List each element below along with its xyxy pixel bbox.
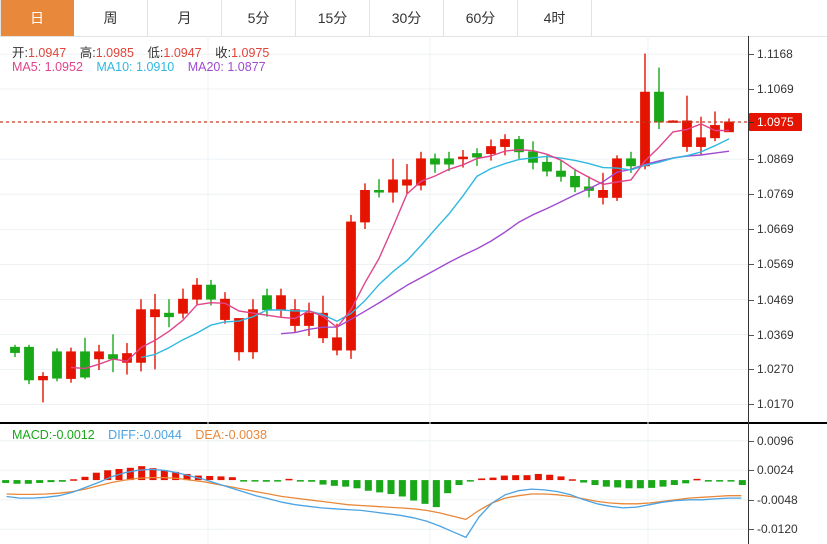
- tab-bar-filler: [592, 0, 827, 36]
- macd-tick-1: 0.0024: [749, 463, 794, 477]
- price-tick-10: 1.0170: [749, 397, 794, 411]
- period-tab-2[interactable]: 月: [148, 0, 222, 36]
- price-tick-1: 1.1069: [749, 82, 794, 96]
- period-tab-7[interactable]: 4时: [518, 0, 592, 36]
- high-value: 1.0985: [95, 46, 134, 60]
- macd-legend: MACD:-0.0012 DIFF:-0.0044 DEA:-0.0038: [12, 428, 277, 442]
- panel-divider: [0, 422, 827, 424]
- ma5-label: MA5:: [12, 60, 42, 74]
- open-label: 开:: [12, 46, 28, 60]
- macd-tick-2: -0.0048: [749, 493, 798, 507]
- current-price-tag: 1.0975: [749, 112, 802, 131]
- price-tick-5: 1.0669: [749, 222, 794, 236]
- period-tab-1[interactable]: 周: [74, 0, 148, 36]
- diff-value: -0.0044: [139, 428, 182, 442]
- price-axis: 1.1168 1.1069 1.0975 1.0869 1.0769 1.0669 1.05…: [748, 36, 827, 422]
- open-value: 1.0947: [27, 46, 67, 60]
- close-value: 1.0975: [231, 46, 270, 60]
- price-tick-0: 1.1168: [749, 47, 793, 61]
- period-tab-5[interactable]: 30分: [370, 0, 444, 36]
- price-tick-8: 1.0369: [749, 328, 794, 342]
- ohlc-legend: 开:1.0947 高:1.0985 低:1.0947 收:1.0975: [12, 42, 279, 61]
- macd-axis: 0.0096 0.0024 -0.0048 -0.0120: [748, 422, 827, 544]
- macd-plot[interactable]: [0, 422, 748, 544]
- macd-label: MACD:: [12, 428, 53, 442]
- period-tab-4[interactable]: 15分: [296, 0, 370, 36]
- high-label: 高:: [79, 46, 96, 60]
- dea-value: -0.0038: [224, 428, 267, 442]
- dea-label: DEA:: [195, 428, 225, 442]
- price-plot[interactable]: [0, 36, 748, 422]
- ma10-value: 1.0910: [136, 60, 175, 74]
- price-panel: 1.1168 1.1069 1.0975 1.0869 1.0769 1.0669 1.05…: [0, 36, 827, 422]
- price-tick-4: 1.0769: [749, 187, 794, 201]
- price-tick-6: 1.0569: [749, 257, 794, 271]
- close-label: 收:: [215, 46, 232, 60]
- macd-tick-3: -0.0120: [749, 522, 798, 536]
- ma10-label: MA10:: [96, 60, 133, 74]
- chart-area: 1.1168 1.1069 1.0975 1.0869 1.0769 1.0669 1.05…: [0, 36, 827, 544]
- macd-panel: 0.0096 0.0024 -0.0048 -0.0120 MACD:-0.0012 …: [0, 422, 827, 544]
- period-tab-bar: 日周月 5分 15分 30分 60分 4时: [0, 0, 827, 37]
- low-value: 1.0947: [163, 46, 202, 60]
- ma20-value: 1.0877: [227, 60, 266, 74]
- price-tick-7: 1.0469: [749, 293, 794, 307]
- macd-value: -0.0012: [52, 428, 95, 442]
- ma-legend: MA5: 1.0952 MA10: 1.0910 MA20: 1.0877: [12, 60, 276, 74]
- ma5-value: 1.0952: [44, 60, 83, 74]
- period-tab-6[interactable]: 60分: [444, 0, 518, 36]
- period-tab-3[interactable]: 5分: [222, 0, 296, 36]
- macd-tick-0: 0.0096: [749, 434, 794, 448]
- period-tab-0[interactable]: 日: [0, 0, 74, 36]
- low-label: 低:: [147, 46, 164, 60]
- price-tick-9: 1.0270: [749, 362, 794, 376]
- price-tick-3: 1.0869: [749, 152, 794, 166]
- ma20-label: MA20:: [187, 60, 224, 74]
- diff-label: DIFF:: [108, 428, 140, 442]
